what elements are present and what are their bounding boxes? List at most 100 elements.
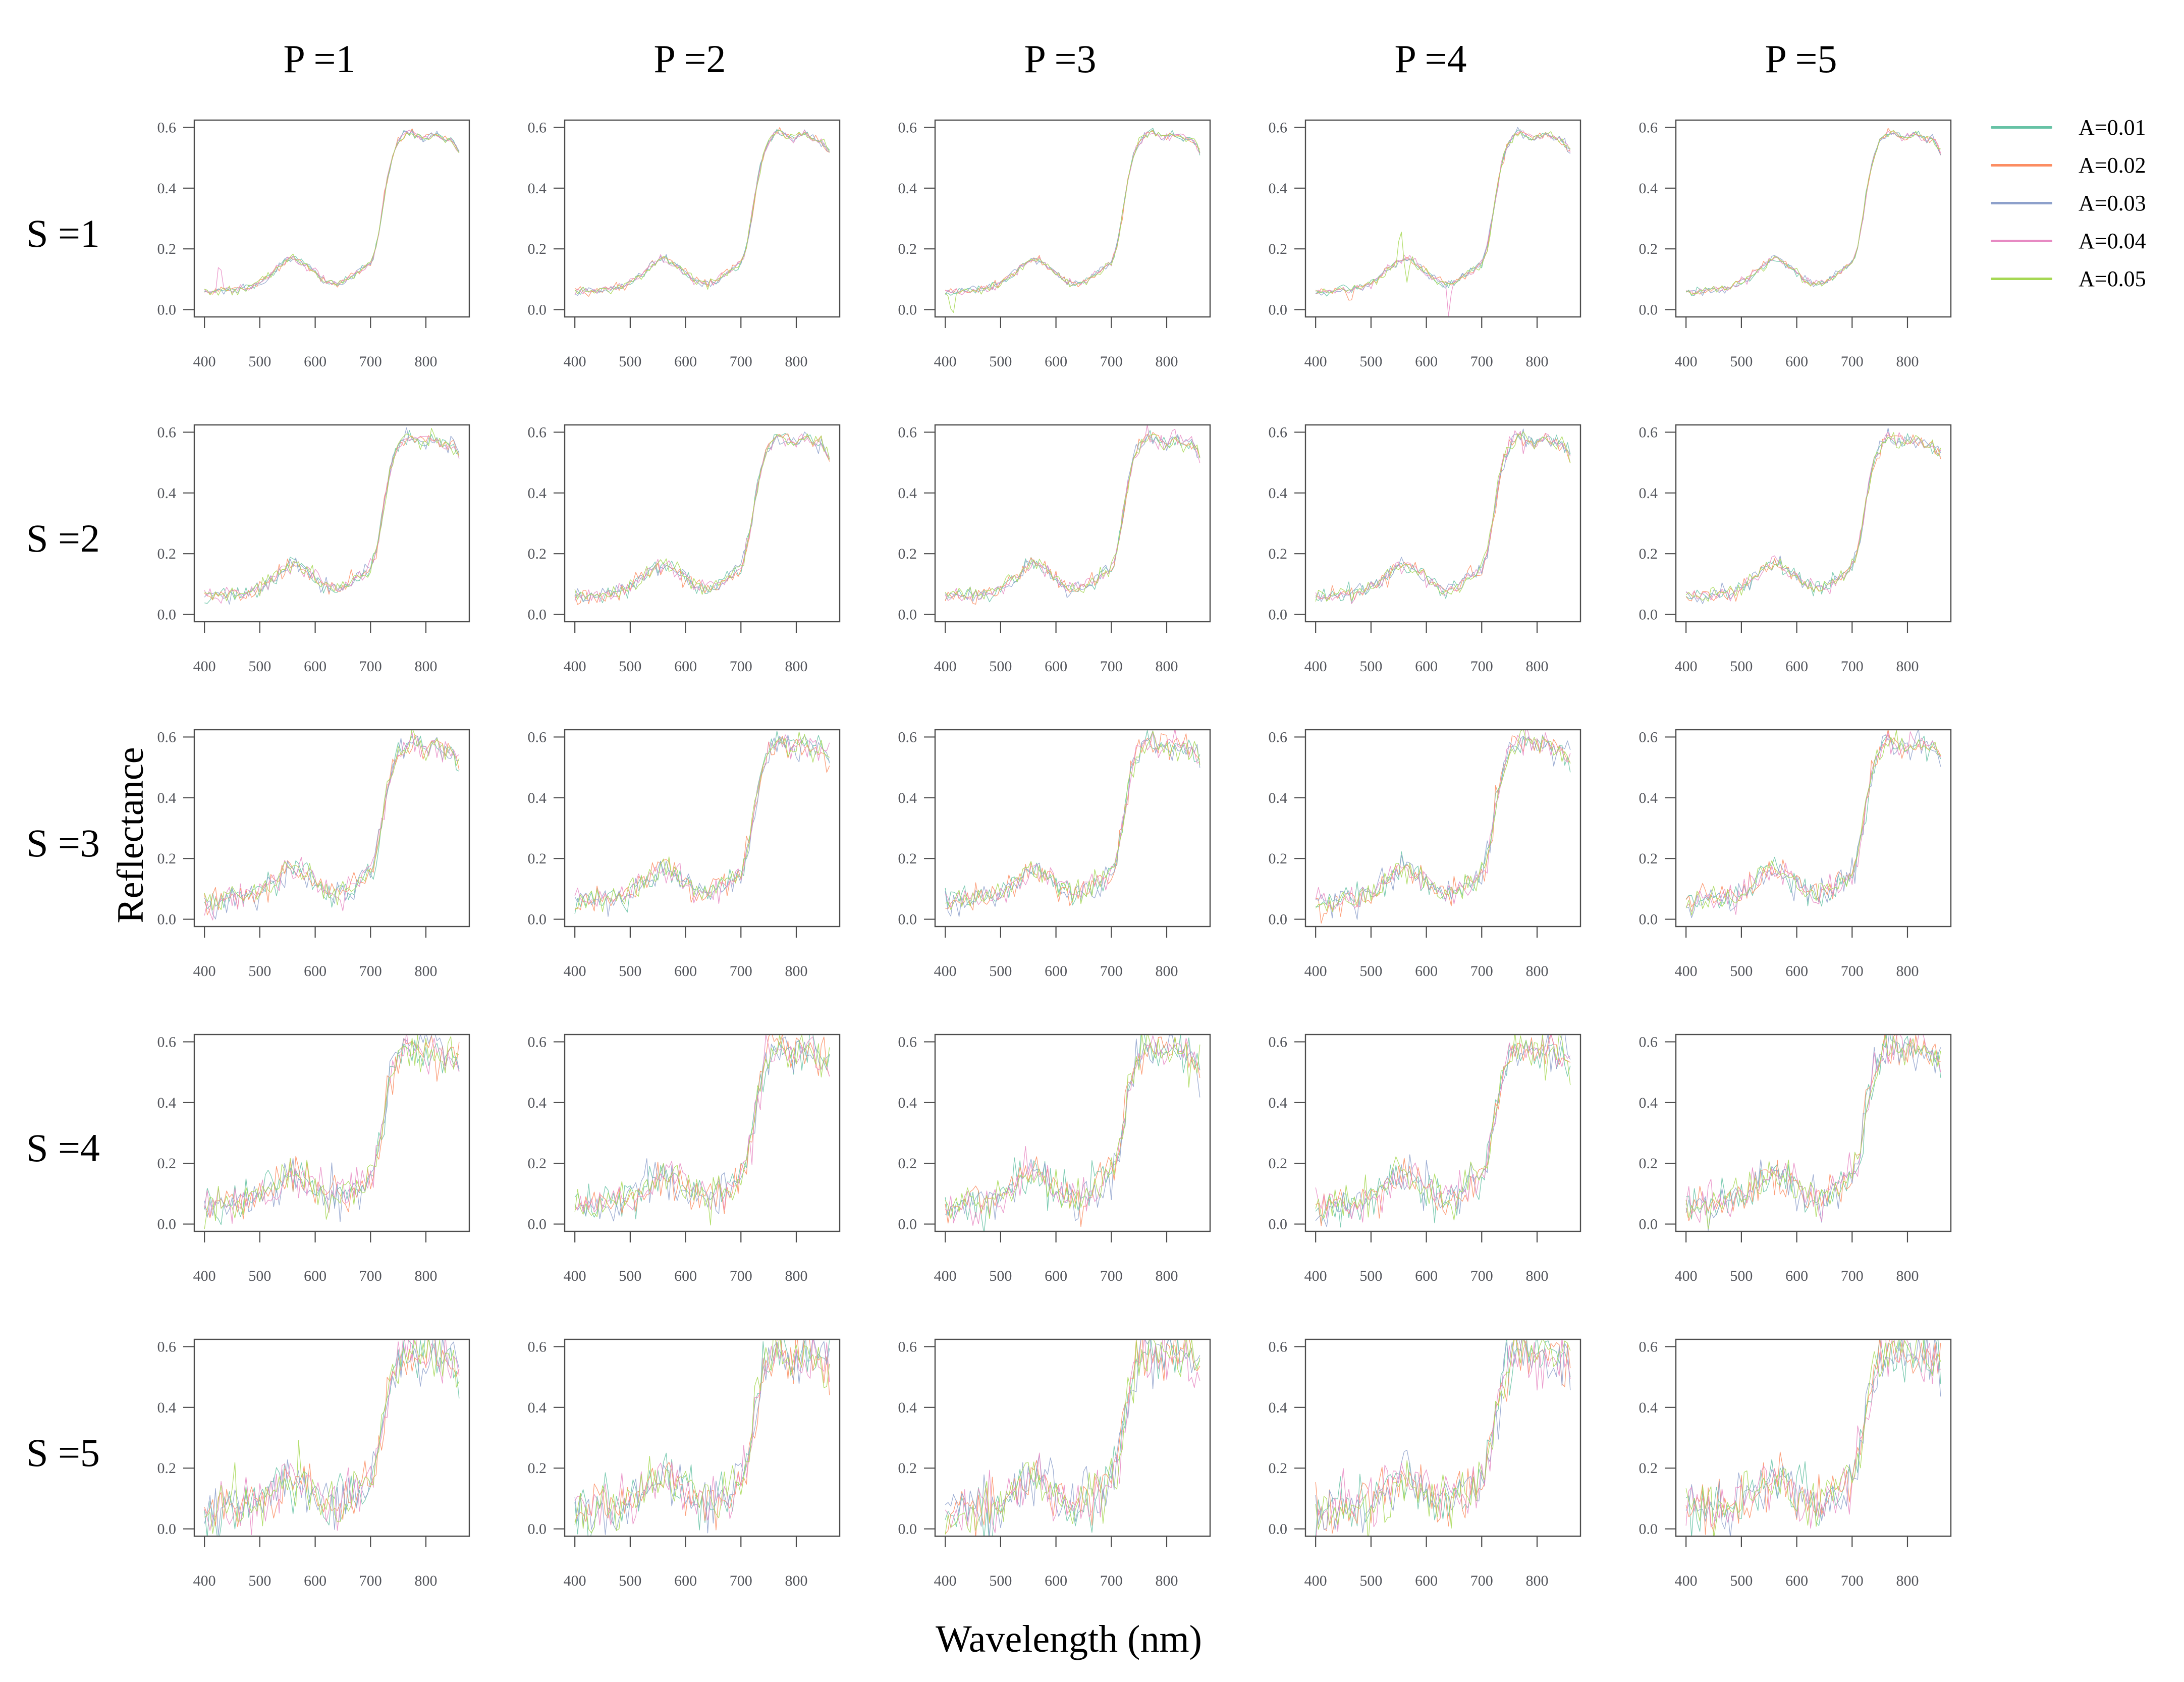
x-tick-label: 600 bbox=[304, 1268, 326, 1284]
axes: 400 500 600 700 800 0.0 0.2 0.4 0.6 bbox=[157, 729, 438, 980]
x-tick-label: 700 bbox=[730, 1268, 752, 1284]
x-tick-label: 800 bbox=[1525, 1268, 1548, 1284]
series-line-A=0.01 bbox=[574, 433, 830, 604]
subplot-s4-p4: 400 500 600 700 800 0.0 0.2 0.4 0.6 bbox=[1269, 1034, 1581, 1284]
x-tick-label: 600 bbox=[1045, 353, 1067, 370]
series-line-A=0.03 bbox=[1315, 734, 1571, 920]
col-header-p5: P =5 bbox=[1765, 37, 1837, 81]
y-tick-label: 0.0 bbox=[1269, 911, 1288, 928]
series-line-A=0.02 bbox=[1685, 1035, 1941, 1222]
series-line-A=0.02 bbox=[574, 127, 830, 297]
legend-item: A=0.05 bbox=[1991, 260, 2146, 298]
x-tick-label: 800 bbox=[785, 658, 807, 675]
series-line-A=0.04 bbox=[1316, 1339, 1571, 1536]
y-tick-label: 0.6 bbox=[898, 424, 917, 441]
series-line-A=0.03 bbox=[1315, 127, 1571, 296]
y-tick-label: 0.0 bbox=[528, 1216, 547, 1233]
series-group bbox=[945, 1035, 1200, 1231]
y-tick-label: 0.6 bbox=[1639, 729, 1658, 745]
y-tick-label: 0.4 bbox=[898, 1399, 917, 1416]
x-tick-label: 400 bbox=[193, 963, 216, 980]
series-line-A=0.04 bbox=[1315, 130, 1571, 316]
x-tick-label: 800 bbox=[1155, 1268, 1178, 1284]
y-tick-label: 0.0 bbox=[528, 911, 547, 928]
x-tick-label: 600 bbox=[1785, 353, 1808, 370]
y-tick-label: 0.4 bbox=[157, 1095, 177, 1111]
subplot-s5-p3: 400 500 600 700 800 0.0 0.2 0.4 0.6 bbox=[898, 1338, 1211, 1589]
x-tick-label: 600 bbox=[1415, 1268, 1438, 1284]
y-tick-label: 0.6 bbox=[528, 1338, 547, 1355]
x-tick-label: 700 bbox=[1470, 1572, 1493, 1589]
y-tick-label: 0.2 bbox=[898, 850, 917, 867]
y-tick-label: 0.4 bbox=[1639, 180, 1658, 197]
series-line-A=0.02 bbox=[1316, 131, 1571, 301]
y-tick-label: 0.2 bbox=[1269, 1460, 1288, 1477]
x-tick-label: 700 bbox=[1470, 353, 1493, 370]
series-line-A=0.02 bbox=[574, 1339, 830, 1531]
y-tick-label: 0.2 bbox=[157, 241, 177, 257]
x-tick-label: 700 bbox=[1841, 353, 1864, 370]
series-group bbox=[204, 730, 460, 920]
axes: 400 500 600 700 800 0.0 0.2 0.4 0.6 bbox=[528, 424, 808, 675]
y-tick-label: 0.4 bbox=[1639, 485, 1658, 502]
x-tick-label: 800 bbox=[1896, 353, 1919, 370]
axes: 400 500 600 700 800 0.0 0.2 0.4 0.6 bbox=[898, 424, 1178, 675]
series-line-A=0.04 bbox=[945, 1035, 1200, 1226]
plot-box bbox=[193, 729, 470, 928]
y-tick-label: 0.6 bbox=[1269, 119, 1288, 136]
series-line-A=0.04 bbox=[204, 436, 460, 604]
x-tick-label: 400 bbox=[1304, 963, 1327, 980]
x-tick-label: 700 bbox=[730, 658, 752, 675]
series-line-A=0.04 bbox=[945, 730, 1200, 908]
plot-box bbox=[564, 729, 841, 928]
y-tick-label: 0.4 bbox=[157, 485, 177, 502]
series-line-A=0.03 bbox=[945, 1339, 1200, 1536]
x-axis-title: Wavelength (nm) bbox=[936, 1618, 1202, 1660]
x-tick-label: 500 bbox=[619, 963, 641, 980]
x-tick-label: 800 bbox=[1155, 1572, 1178, 1589]
series-group bbox=[574, 730, 830, 917]
y-tick-label: 0.0 bbox=[898, 607, 917, 623]
axes: 400 500 600 700 800 0.0 0.2 0.4 0.6 bbox=[157, 119, 438, 370]
series-line-A=0.01 bbox=[1685, 1035, 1941, 1220]
series-line-A=0.03 bbox=[1315, 428, 1571, 602]
series-line-A=0.04 bbox=[574, 433, 830, 603]
x-tick-label: 400 bbox=[1304, 658, 1327, 675]
plot-box bbox=[934, 1034, 1211, 1232]
x-tick-label: 800 bbox=[785, 1572, 807, 1589]
x-tick-label: 700 bbox=[1100, 353, 1123, 370]
subplot-s4-p3: 400 500 600 700 800 0.0 0.2 0.4 0.6 bbox=[898, 1034, 1211, 1284]
plot-box bbox=[1304, 729, 1581, 928]
y-tick-label: 0.6 bbox=[1639, 424, 1658, 441]
y-axis-title: Reflectance bbox=[110, 747, 151, 924]
series-line-A=0.05 bbox=[575, 731, 830, 912]
x-tick-label: 600 bbox=[1415, 963, 1438, 980]
x-tick-label: 700 bbox=[1841, 1268, 1864, 1284]
y-tick-label: 0.4 bbox=[1269, 485, 1288, 502]
plot-box bbox=[1675, 424, 1952, 623]
series-group bbox=[574, 1035, 830, 1226]
x-tick-label: 600 bbox=[304, 658, 326, 675]
series-group bbox=[574, 431, 830, 605]
x-tick-label: 400 bbox=[1304, 353, 1327, 370]
plot-box bbox=[934, 1338, 1211, 1537]
y-tick-label: 0.0 bbox=[157, 1216, 177, 1233]
x-tick-label: 700 bbox=[359, 1572, 382, 1589]
x-tick-label: 800 bbox=[1896, 1268, 1919, 1284]
series-line-A=0.05 bbox=[204, 1035, 460, 1229]
series-line-A=0.05 bbox=[945, 130, 1200, 313]
x-tick-label: 400 bbox=[934, 353, 957, 370]
axes: 400 500 600 700 800 0.0 0.2 0.4 0.6 bbox=[157, 1034, 438, 1284]
axes: 400 500 600 700 800 0.0 0.2 0.4 0.6 bbox=[898, 1338, 1178, 1589]
plot-box bbox=[564, 1034, 841, 1232]
series-line-A=0.02 bbox=[204, 128, 460, 295]
y-tick-label: 0.0 bbox=[1639, 302, 1658, 318]
series-group bbox=[204, 427, 460, 605]
series-line-A=0.01 bbox=[204, 735, 460, 909]
x-tick-label: 600 bbox=[1785, 1572, 1808, 1589]
series-line-A=0.04 bbox=[1685, 1035, 1941, 1223]
x-tick-label: 500 bbox=[619, 1572, 641, 1589]
series-line-A=0.03 bbox=[204, 427, 460, 605]
plot-box bbox=[1304, 424, 1581, 623]
x-tick-label: 600 bbox=[1045, 1572, 1067, 1589]
